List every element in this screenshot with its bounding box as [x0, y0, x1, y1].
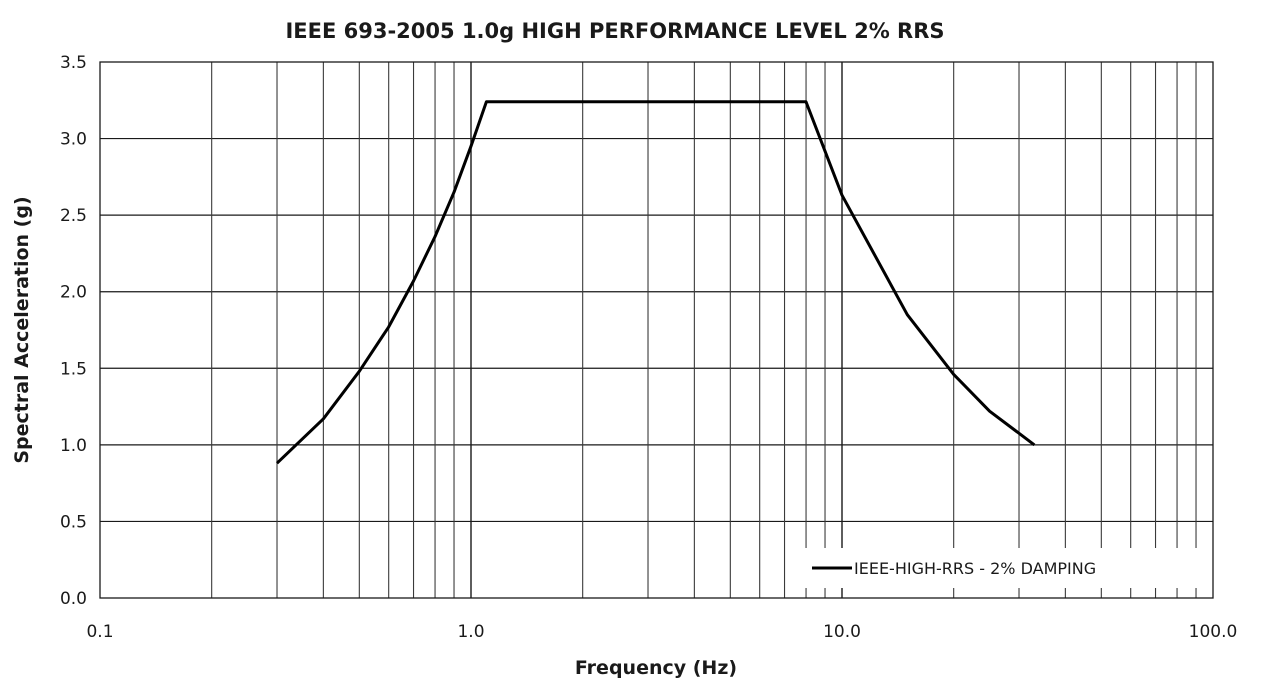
y-tick-label: 2.5 [60, 206, 87, 226]
series-line-rrs [275, 100, 1036, 465]
chart-legend: IEEE-HIGH-RRS - 2% DAMPING [800, 548, 1200, 588]
series-layer [275, 100, 1036, 465]
y-tick-label: 2.0 [60, 283, 87, 303]
plot-area-frame [99, 61, 1214, 599]
x-axis-title: Frequency (Hz) [575, 657, 737, 679]
x-tick-label: 1.0 [457, 622, 484, 642]
x-tick-label: 0.1 [86, 622, 113, 642]
y-tick-label: 3.5 [60, 53, 87, 73]
chart-title: IEEE 693-2005 1.0g HIGH PERFORMANCE LEVE… [285, 19, 944, 43]
y-tick-label: 3.0 [60, 130, 87, 150]
legend-entry-label: IEEE-HIGH-RRS - 2% DAMPING [854, 559, 1096, 578]
y-axis-title: Spectral Acceleration (g) [11, 196, 33, 463]
y-tick-label: 1.0 [60, 436, 87, 456]
x-tick-label: 10.0 [823, 622, 861, 642]
y-tick-label: 0.0 [60, 589, 87, 609]
legend-background [800, 548, 1200, 588]
y-tick-label: 0.5 [60, 512, 87, 532]
grid-lines [100, 62, 1213, 598]
x-tick-labels: 0.1 1.0 10.0 100.0 [86, 622, 1237, 642]
y-tick-label: 1.5 [60, 359, 87, 379]
y-tick-labels: 0.0 0.5 1.0 1.5 2.0 2.5 3.0 3.5 [60, 53, 87, 609]
x-tick-label: 100.0 [1189, 622, 1238, 642]
